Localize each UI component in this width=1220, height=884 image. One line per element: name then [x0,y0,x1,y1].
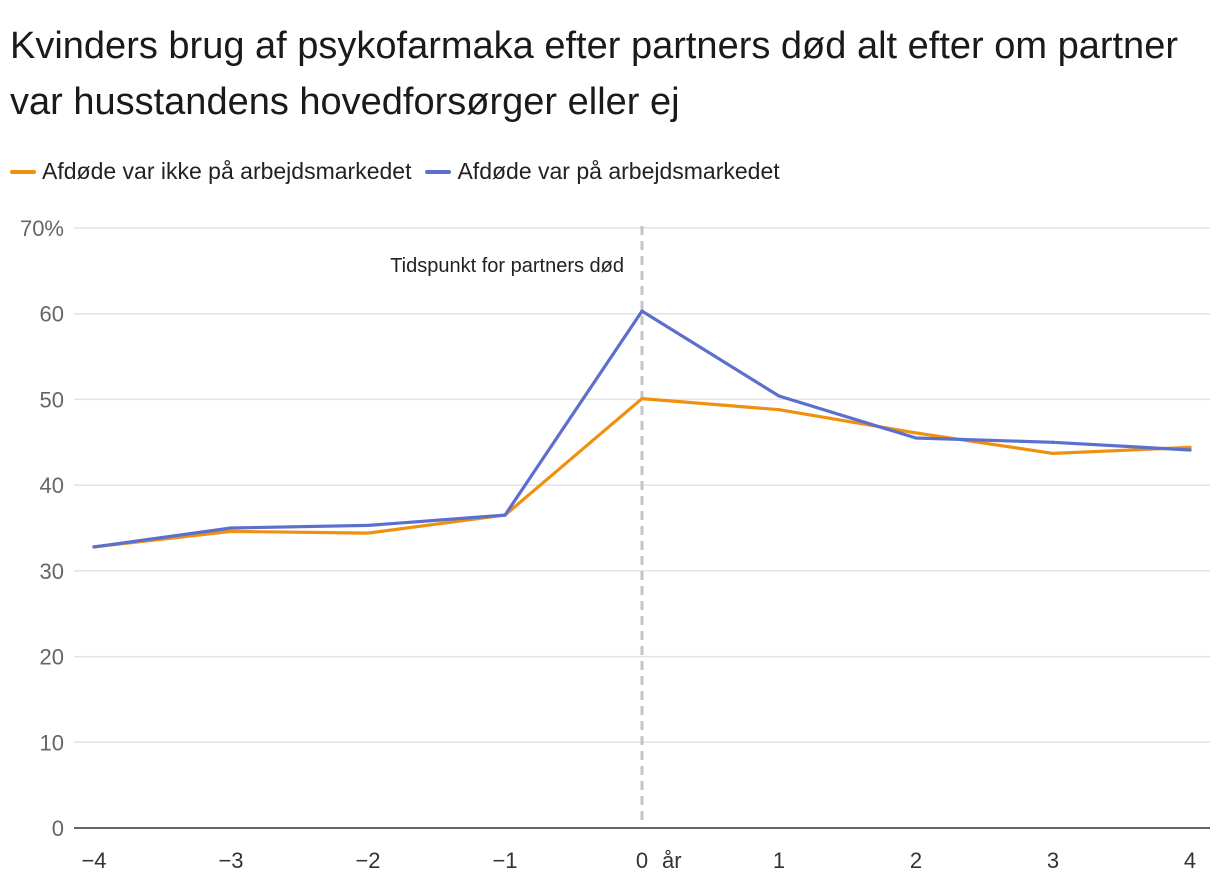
data-point [640,396,644,401]
x-tick-label: −3 [218,848,243,873]
data-point [92,545,96,549]
x-tick-label: 0 [636,848,648,873]
data-point [229,526,233,530]
legend-label: Afdøde var på arbejdsmarkedet [457,158,780,184]
y-tick-label: 0 [52,816,64,841]
y-tick-label: 40 [40,473,64,498]
y-tick-label: 20 [40,645,64,670]
y-tick-label: 10 [40,730,64,755]
data-point [640,309,644,313]
data-point [229,529,233,534]
data-point [366,523,370,528]
y-tick-label: 30 [40,559,64,584]
data-point [1051,440,1055,444]
legend-swatch-orange [10,169,36,174]
chart-title: Kvinders brug af psykofarmaka efter part… [10,25,1178,123]
x-tick-label: −2 [355,848,380,873]
y-tick-label: 70% [20,216,64,241]
legend-item-arbejdsmarkedet[interactable]: Afdøde var på arbejdsmarkedet [425,158,780,185]
data-point [503,513,507,517]
data-point [914,436,918,440]
y-tick-label: 50 [40,387,64,412]
x-tick-label: 2 [910,848,922,873]
data-point [1188,448,1192,452]
data-point [1051,451,1055,456]
x-tick-label: −4 [81,848,106,873]
data-point [366,531,370,535]
annotation-label: Tidspunkt for partners død [390,255,624,277]
legend-label: Afdøde var ikke på arbejdsmarkedet [42,158,412,184]
y-tick-label: 60 [40,302,64,327]
legend-swatch-blue [425,169,452,174]
data-point [777,394,781,398]
data-point [914,431,918,435]
legend-item-ikke-arbejdsmarkedet[interactable]: Afdøde var ikke på arbejdsmarkedet [10,158,411,185]
x-tick-label: 4 [1184,848,1196,873]
x-tick-label: 3 [1047,848,1059,873]
legend: Afdøde var ikke på arbejdsmarkedet Afdød… [10,158,794,185]
x-tick-label: 1 [773,848,785,873]
data-point [777,408,781,412]
x-tick-label: −1 [492,848,517,873]
data-point [1188,445,1192,450]
x-axis-label: år [662,848,682,873]
